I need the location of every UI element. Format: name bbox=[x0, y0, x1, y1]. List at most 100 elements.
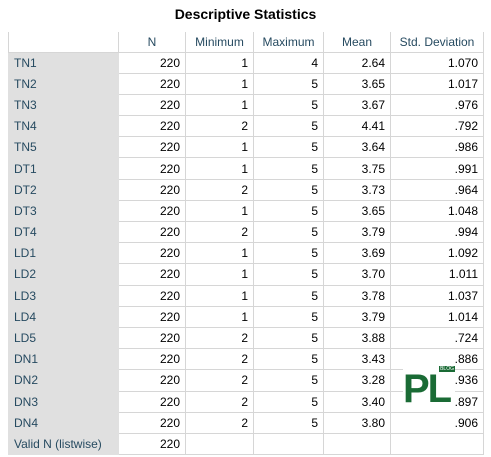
table-row: DT3 220 1 5 3.65 1.048 bbox=[8, 199, 484, 223]
cell: 1 bbox=[185, 136, 254, 159]
cell: .991 bbox=[390, 157, 484, 180]
empty-cell bbox=[323, 432, 391, 456]
cell: 4 bbox=[253, 51, 324, 74]
cell: 5 bbox=[253, 390, 324, 413]
cell: 3.65 bbox=[323, 72, 391, 95]
cell: 5 bbox=[253, 369, 324, 392]
cell: 5 bbox=[253, 115, 324, 138]
cell: 2 bbox=[185, 390, 254, 413]
cell: 220 bbox=[118, 93, 186, 117]
table-row: TN4 220 2 5 4.41.792 bbox=[8, 115, 484, 138]
table-row: LD3 220 1 5 3.78 1.037 bbox=[8, 284, 484, 307]
cell: 1 bbox=[185, 199, 254, 223]
empty-cell bbox=[253, 432, 324, 456]
cell: 3.78 bbox=[323, 284, 391, 307]
table-title: Descriptive Statistics bbox=[174, 6, 317, 22]
row-label: DN3 bbox=[8, 390, 119, 413]
table-row: DT4 220 2 5 3.79.994 bbox=[8, 220, 484, 244]
cell: 5 bbox=[253, 220, 324, 244]
corner-cell bbox=[8, 32, 119, 53]
cell: .994 bbox=[390, 220, 484, 244]
cell: 1.070 bbox=[390, 51, 484, 74]
cell: 1 bbox=[185, 242, 254, 265]
cell: 220 bbox=[118, 115, 186, 138]
table-row: TN1 220 1 4 2.64 1.070 bbox=[8, 51, 484, 74]
cell: 220 bbox=[118, 326, 186, 350]
logo: PL BLOG bbox=[403, 366, 455, 412]
cell: 1 bbox=[185, 263, 254, 286]
row-label: DT1 bbox=[8, 157, 119, 180]
cell: 5 bbox=[253, 305, 324, 328]
column-header: Mean bbox=[323, 32, 391, 53]
cell: 3.69 bbox=[323, 242, 391, 265]
cell: 220 bbox=[118, 411, 186, 434]
row-label: TN5 bbox=[8, 136, 119, 159]
row-label: DN2 bbox=[8, 369, 119, 392]
column-header: Std. Deviation bbox=[390, 32, 484, 53]
column-header: Minimum bbox=[185, 32, 254, 53]
cell: 3.64 bbox=[323, 136, 391, 159]
cell: 5 bbox=[253, 199, 324, 223]
cell: 1 bbox=[185, 72, 254, 95]
row-label: DT4 bbox=[8, 220, 119, 244]
row-label: TN3 bbox=[8, 93, 119, 117]
column-header: Maximum bbox=[253, 32, 324, 53]
table-row: TN3 220 1 5 3.67.976 bbox=[8, 93, 484, 117]
cell: 5 bbox=[253, 326, 324, 350]
cell: 3.79 bbox=[323, 305, 391, 328]
cell: 3.43 bbox=[323, 348, 391, 371]
empty-cell bbox=[185, 432, 254, 456]
logo-badge: BLOG bbox=[439, 366, 455, 372]
cell: .886 bbox=[390, 348, 484, 371]
cell: 3.80 bbox=[323, 411, 391, 434]
row-label: DT2 bbox=[8, 178, 119, 201]
table-row: LD2 220 1 5 3.70 1.011 bbox=[8, 263, 484, 286]
cell: 220 bbox=[118, 199, 186, 223]
cell: 5 bbox=[253, 411, 324, 434]
table-row: DT2 220 2 5 3.73.964 bbox=[8, 178, 484, 201]
cell: 220 bbox=[118, 305, 186, 328]
row-label: LD3 bbox=[8, 284, 119, 307]
cell: 1.048 bbox=[390, 199, 484, 223]
cell: 1.014 bbox=[390, 305, 484, 328]
cell: 2 bbox=[185, 411, 254, 434]
cell: 220 bbox=[118, 242, 186, 265]
cell: 3.70 bbox=[323, 263, 391, 286]
empty-cell bbox=[390, 432, 484, 456]
row-label: TN4 bbox=[8, 115, 119, 138]
cell: .792 bbox=[390, 115, 484, 138]
row-label: LD1 bbox=[8, 242, 119, 265]
table-row: LD1 220 1 5 3.69 1.092 bbox=[8, 242, 484, 265]
row-label: LD2 bbox=[8, 263, 119, 286]
cell: 3.88 bbox=[323, 326, 391, 350]
cell: 3.28 bbox=[323, 369, 391, 392]
cell: 5 bbox=[253, 93, 324, 117]
cell: 220 bbox=[118, 390, 186, 413]
row-label: DT3 bbox=[8, 199, 119, 223]
cell: 5 bbox=[253, 284, 324, 307]
table-row: LD4 220 1 5 3.79 1.014 bbox=[8, 305, 484, 328]
cell: 3.65 bbox=[323, 199, 391, 223]
cell: 5 bbox=[253, 157, 324, 180]
cell: 1.011 bbox=[390, 263, 484, 286]
cell: 220 bbox=[118, 220, 186, 244]
cell: 3.79 bbox=[323, 220, 391, 244]
table-row: TN2 220 1 5 3.65 1.017 bbox=[8, 72, 484, 95]
header-row: N Minimum Maximum Mean Std. Deviation bbox=[8, 32, 484, 53]
cell: 220 bbox=[118, 369, 186, 392]
cell: 1 bbox=[185, 157, 254, 180]
cell: 3.73 bbox=[323, 178, 391, 201]
table-row: DT1 220 1 5 3.75.991 bbox=[8, 157, 484, 180]
cell: 3.40 bbox=[323, 390, 391, 413]
cell: 5 bbox=[253, 348, 324, 371]
cell: 220 bbox=[118, 72, 186, 95]
table-row: LD5 220 2 5 3.88.724 bbox=[8, 326, 484, 350]
cell: 5 bbox=[253, 178, 324, 201]
cell: 5 bbox=[253, 136, 324, 159]
cell: 2.64 bbox=[323, 51, 391, 74]
row-label: DN1 bbox=[8, 348, 119, 371]
cell: 2 bbox=[185, 115, 254, 138]
cell: 220 bbox=[118, 51, 186, 74]
cell: 2 bbox=[185, 326, 254, 350]
cell: 1 bbox=[185, 284, 254, 307]
